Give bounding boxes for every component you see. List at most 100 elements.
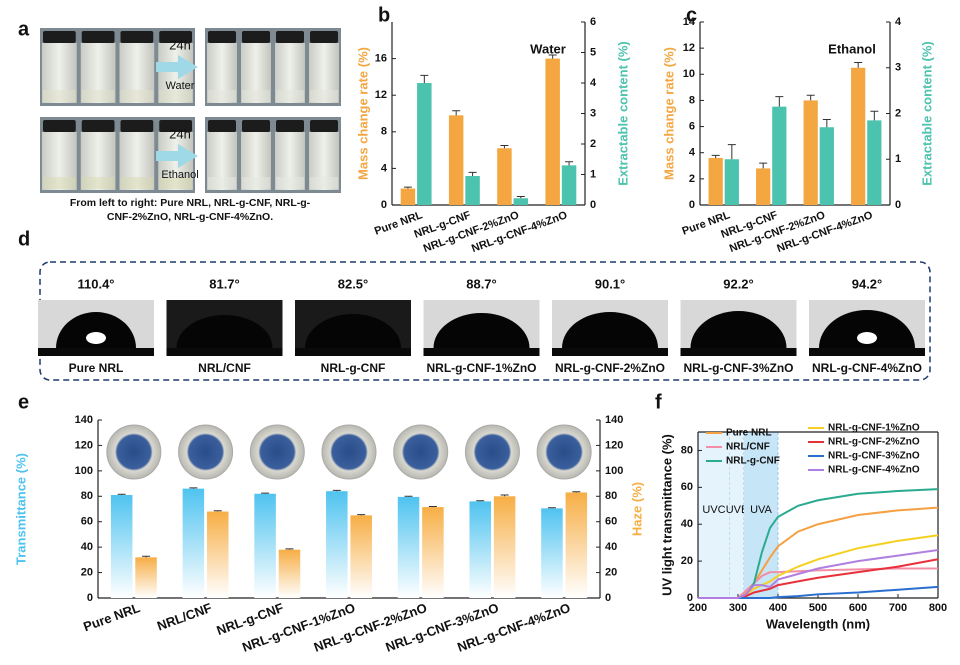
y2-axis-label: Extractable content (%) — [919, 41, 934, 185]
line — [698, 567, 938, 599]
error-bar — [548, 54, 557, 59]
arrow — [156, 144, 198, 168]
annotation: Ethanol — [828, 41, 876, 56]
error-bar — [404, 495, 413, 497]
droplet — [433, 313, 530, 348]
legend-label: Pure NRL — [726, 428, 772, 439]
jar-cap — [43, 120, 76, 132]
jar-liquid — [43, 177, 76, 189]
y-tick-label: 12 — [683, 42, 695, 54]
sample-label: NRL-g-CNF — [321, 361, 386, 375]
error-bar — [547, 507, 556, 509]
legend-label: NRL-g-CNF-1%ZnO — [828, 423, 920, 434]
error-bar — [213, 510, 222, 512]
bar — [465, 176, 480, 205]
error-bar — [332, 489, 341, 492]
y2-tick-label: 4 — [590, 77, 597, 89]
x-tick-label: 400 — [769, 602, 787, 614]
bar — [867, 120, 882, 205]
jar-cap — [120, 120, 154, 132]
error-bar — [357, 514, 366, 516]
y2-tick-label: 0 — [590, 199, 596, 211]
contact-angle: 82.5° — [338, 276, 369, 291]
substrate — [809, 348, 925, 356]
jar-cap — [208, 120, 236, 132]
substrate — [166, 348, 283, 356]
bar — [724, 159, 739, 205]
bar — [110, 495, 133, 598]
region-label: UVB — [726, 504, 749, 516]
y2-tick-label: 20 — [605, 566, 617, 578]
legend-label: NRL-g-CNF-2%ZnO — [828, 437, 920, 448]
bar — [545, 58, 560, 205]
droplet — [562, 312, 658, 348]
bar — [803, 100, 818, 205]
jar-liquid — [208, 90, 236, 102]
y-tick-label: 0 — [689, 199, 695, 211]
sample-photo — [464, 424, 520, 480]
bar — [513, 198, 529, 205]
x-tick-label: 700 — [889, 602, 907, 614]
sample-label: NRL-g-CNF-3%ZnO — [684, 361, 794, 375]
sample-label: NRL-g-CNF-2%ZnO — [555, 361, 665, 375]
jar-cap — [159, 120, 192, 132]
jar-liquid — [242, 177, 270, 189]
y-axis-label: Mass change rate (%) — [661, 47, 676, 180]
jar-cap — [208, 31, 236, 43]
bar — [493, 496, 516, 598]
error-bar — [117, 493, 126, 496]
bar — [417, 83, 432, 205]
substrate — [423, 348, 540, 356]
y-tick-label: 0 — [687, 592, 693, 604]
y-tick-label: 8 — [689, 94, 695, 106]
contact-angle: 94.2° — [852, 276, 883, 291]
y-tick-label: 8 — [381, 126, 387, 138]
jar-liquid — [43, 90, 76, 102]
y2-tick-label: 2 — [590, 138, 596, 150]
error-bar — [854, 62, 863, 68]
time-label: 24h — [169, 37, 191, 52]
x-tick-label: NRL/CNF — [155, 600, 214, 634]
jar-cap — [242, 120, 270, 132]
y2-tick-label: 40 — [605, 541, 617, 553]
substrate — [38, 348, 154, 356]
error-bar — [420, 74, 429, 83]
error-bar — [500, 145, 509, 149]
bar — [326, 491, 348, 598]
jar-cap — [310, 120, 338, 132]
jar-cap — [310, 31, 338, 43]
x-tick-label: Pure NRL — [81, 600, 142, 634]
y-tick-label: 80 — [81, 490, 93, 502]
panel-label: a — [18, 18, 30, 40]
legend-label: NRL-g-CNF-3%ZnO — [828, 451, 920, 462]
y-tick-label: 60 — [681, 481, 693, 493]
error-bar — [285, 548, 294, 550]
panel-label: c — [686, 4, 697, 26]
y-axis-label: UV light transmittance (%) — [659, 434, 674, 596]
panel-label: b — [378, 4, 390, 26]
time-label: 24h — [169, 126, 191, 141]
bar — [422, 507, 444, 598]
error-bar — [189, 487, 198, 489]
y-tick-label: 4 — [689, 147, 696, 159]
x-axis-label: Wavelength (nm) — [766, 616, 870, 631]
jar-liquid — [120, 90, 154, 102]
bar — [756, 168, 771, 205]
y-tick-label: 16 — [375, 53, 387, 65]
error-bar — [870, 110, 879, 121]
annotation: Water — [530, 41, 566, 56]
error-bar — [775, 96, 784, 107]
jar-liquid — [242, 90, 270, 102]
region-label: UVA — [750, 504, 772, 516]
sample-label: Pure NRL — [69, 361, 124, 375]
y-tick-label: 10 — [683, 68, 695, 80]
error-bar — [468, 171, 477, 177]
x-tick-label: 500 — [809, 602, 827, 614]
error-bar — [711, 154, 720, 158]
jar-liquid — [276, 90, 304, 102]
jar-cap — [81, 120, 115, 132]
bar — [350, 515, 372, 598]
sample-label: NRL/CNF — [198, 361, 251, 375]
jar-cap — [43, 31, 76, 43]
y2-tick-label: 100 — [605, 465, 623, 477]
